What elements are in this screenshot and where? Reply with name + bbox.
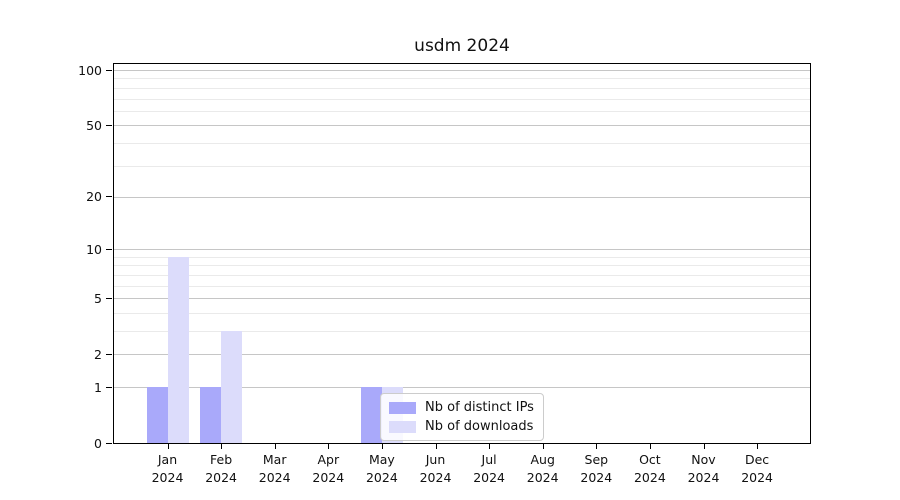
gridline-minor-7 [114,274,810,276]
gridline-major-1 [114,387,810,388]
x-tick-label-sep: Sep 2024 [568,451,624,486]
y-tick-label-20: 20 [86,189,102,205]
y-tick-mark-2 [106,353,112,355]
x-tick-label-oct: Oct 2024 [622,451,678,486]
x-tick-year-apr: 2024 [312,469,345,485]
x-tick-mark-aug [542,444,544,449]
x-tick-year-may: 2024 [365,469,398,485]
legend-label-distinct-ips: Nb of distinct IPs [425,400,534,415]
x-tick-year-mar: 2024 [258,469,291,485]
x-tick-year-jul: 2024 [473,469,505,485]
bar-distinct-ips-feb [200,387,222,443]
x-tick-year-sep: 2024 [580,469,613,485]
bar-distinct-ips-jan [146,387,168,443]
chart-title: usdm 2024 [414,36,510,56]
x-tick-label-feb: Feb 2024 [193,451,249,486]
x-tick-label-jun: Jun 2024 [408,451,464,486]
y-tick-label-0: 0 [94,435,102,451]
gridline-major-100 [114,70,810,71]
x-tick-mark-jun [435,444,437,449]
x-tick-mark-oct [649,444,651,449]
y-tick-label-100: 100 [78,62,102,78]
x-tick-year-feb: 2024 [205,469,237,485]
x-tick-mark-apr [328,444,330,449]
x-tick-label-mar: Mar 2024 [247,451,303,486]
gridline-minor-9 [114,256,810,258]
y-tick-mark-20 [106,196,112,198]
x-tick-mark-nov [703,444,705,449]
legend-label-downloads: Nb of downloads [425,419,534,434]
y-tick-label-1: 1 [94,379,102,395]
x-tick-label-dec: Dec 2024 [729,451,785,486]
gridline-major-10 [114,249,810,251]
x-tick-mark-jan [167,444,169,449]
bar-downloads-jan [167,256,189,443]
legend-swatch-downloads [389,420,416,433]
gridline-minor-8 [114,265,810,267]
gridline-major-2 [114,354,810,356]
x-tick-label-apr: Apr 2024 [300,451,356,486]
plot-area: Nb of distinct IPs Nb of downloads [113,63,811,444]
gridline-minor-90 [114,78,810,80]
y-tick-label-10: 10 [86,241,102,257]
gridline-minor-6 [114,285,810,287]
y-tick-mark-5 [106,297,112,299]
bar-distinct-ips-may [360,387,382,443]
gridline-major-50 [114,125,810,127]
y-tick-label-5: 5 [94,290,102,306]
x-tick-mark-mar [274,444,276,449]
gridline-minor-4 [114,312,810,314]
gridline-minor-30 [114,165,810,167]
x-tick-label-jan: Jan 2024 [140,451,196,486]
x-tick-mark-jul [489,444,491,449]
gridline-major-20 [114,196,810,198]
gridline-major-5 [114,298,810,300]
gridline-minor-70 [114,98,810,100]
x-tick-mark-may [381,444,383,449]
x-tick-mark-sep [596,444,598,449]
x-tick-mark-dec [757,444,759,449]
legend-item-downloads: Nb of downloads [389,419,534,434]
x-tick-label-aug: Aug 2024 [515,451,571,486]
bar-downloads-feb [221,331,243,443]
y-tick-mark-10 [106,248,112,250]
gridline-minor-3 [114,331,810,332]
legend: Nb of distinct IPs Nb of downloads [380,393,544,441]
legend-item-distinct-ips: Nb of distinct IPs [389,400,534,415]
x-tick-year-nov: 2024 [687,469,720,485]
y-tick-mark-0 [106,442,112,444]
y-tick-label-50: 50 [86,117,102,133]
x-tick-label-jul: Jul 2024 [461,451,517,486]
gridline-minor-40 [114,142,810,144]
x-tick-label-may: May 2024 [354,451,410,486]
x-tick-year-jun: 2024 [419,469,452,485]
y-tick-mark-100 [106,69,112,71]
legend-swatch-distinct-ips [389,401,416,414]
gridline-minor-60 [114,110,810,112]
x-tick-mark-feb [221,444,223,449]
x-tick-label-nov: Nov 2024 [676,451,732,486]
y-tick-mark-50 [106,124,112,126]
x-tick-year-oct: 2024 [633,469,666,485]
gridline-minor-80 [114,87,810,89]
x-tick-year-aug: 2024 [526,469,559,485]
y-tick-label-2: 2 [94,346,102,362]
x-tick-year-jan: 2024 [151,469,184,485]
x-tick-year-dec: 2024 [741,469,773,485]
y-tick-mark-1 [106,386,112,388]
